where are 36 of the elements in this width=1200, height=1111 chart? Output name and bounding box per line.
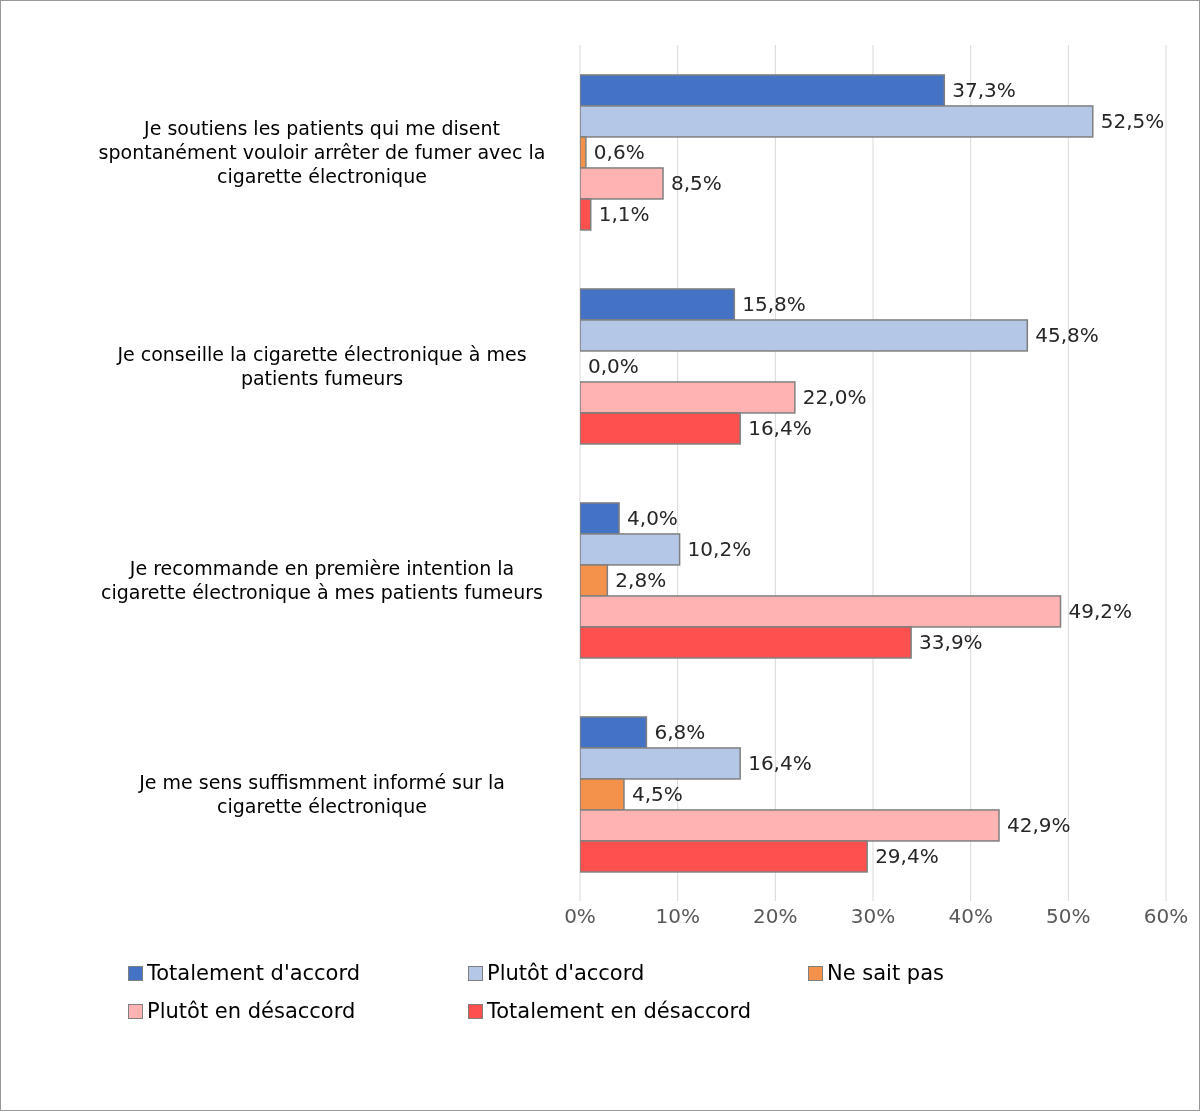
data-label: 16,4% (748, 416, 812, 441)
x-tick-label: 50% (1046, 904, 1091, 929)
data-label: 33,9% (919, 630, 983, 655)
data-label: 4,5% (631, 782, 683, 807)
data-label: 0,6% (593, 140, 645, 165)
data-label: 29,4% (875, 844, 939, 869)
legend-label: Ne sait pas (827, 961, 944, 985)
y-tick-label: Je me sens suffismment informé sur la cigarette électronique (138, 771, 505, 817)
data-label: 2,8% (615, 568, 667, 593)
legend-label: Plutôt en désaccord (147, 999, 356, 1023)
data-label: 4,0% (627, 506, 678, 531)
data-label: 52,5% (1100, 109, 1165, 134)
data-label: 45,8% (1035, 323, 1099, 348)
legend-label: Totalement d'accord (147, 961, 361, 985)
data-label: 10,2% (687, 537, 752, 562)
data-label: 16,4% (748, 751, 812, 776)
data-label: 1,1% (598, 202, 650, 227)
x-tick-label: 30% (850, 904, 896, 929)
x-tick-label: 40% (948, 904, 993, 929)
data-label: 42,9% (1006, 813, 1071, 838)
x-tick-label: 0% (564, 904, 596, 929)
data-label: 37,3% (952, 78, 1016, 103)
data-label: 8,5% (671, 171, 722, 196)
data-label: 15,8% (742, 292, 806, 317)
data-label: 0,0% (588, 354, 639, 379)
legend-label: Totalement en désaccord (487, 999, 752, 1023)
y-tick-label: Je soutiens les patients qui me disent spontanément vouloir arrêter de fumer avec la cigarette électronique (98, 117, 546, 187)
data-label: 49,2% (1068, 599, 1133, 624)
legend-label: Plutôt d'accord (487, 961, 645, 985)
x-tick-label: 20% (753, 904, 798, 929)
x-tick-label: 10% (655, 904, 700, 929)
data-label: 6,8% (654, 720, 706, 745)
y-tick-label: Je conseille la cigarette électronique à mes patients fumeurs (116, 343, 527, 389)
y-tick-label: Je recommande en première intention la cigarette électronique à mes patients fumeurs (101, 557, 543, 603)
x-tick-label: 60% (1143, 904, 1189, 929)
data-label: 22,0% (802, 385, 867, 410)
